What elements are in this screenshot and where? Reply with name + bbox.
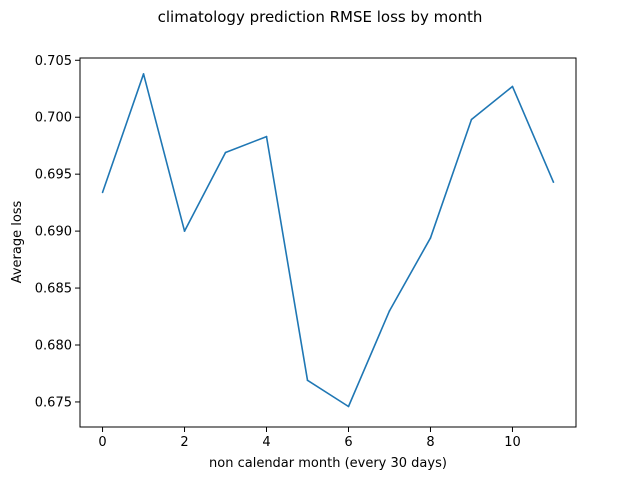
data-point — [142, 73, 145, 75]
x-tick-label: 2 — [180, 435, 188, 450]
data-point — [429, 237, 432, 239]
y-tick-label: 0.690 — [35, 225, 72, 240]
data-point — [183, 230, 186, 232]
data-point — [265, 135, 268, 138]
x-tick-label: 4 — [262, 435, 270, 450]
data-point — [101, 191, 104, 194]
series-layer — [101, 73, 555, 408]
data-point — [388, 310, 391, 312]
x-tick-label: 8 — [426, 435, 434, 450]
chart-title: climatology prediction RMSE loss by mont… — [158, 8, 483, 26]
y-axis-ticks: 0.675 0.680 0.685 0.690 0.695 0.700 0.705 — [35, 54, 80, 410]
data-point — [470, 118, 473, 121]
plot-area-frame — [79, 57, 577, 428]
x-tick-label: 6 — [344, 435, 352, 450]
y-tick-label: 0.685 — [35, 282, 72, 297]
y-tick-label: 0.700 — [35, 111, 72, 126]
y-tick-label: 0.675 — [35, 395, 72, 410]
x-tick-label: 10 — [504, 435, 521, 450]
y-tick-label: 0.695 — [35, 168, 72, 183]
data-point — [224, 151, 227, 154]
x-tick-label: 0 — [98, 435, 106, 450]
y-tick-label: 0.680 — [35, 339, 72, 354]
y-tick-label: 0.705 — [35, 54, 72, 69]
data-point — [347, 405, 350, 408]
series-line — [101, 73, 555, 408]
x-axis-label: non calendar month (every 30 days) — [209, 456, 447, 471]
data-point — [306, 379, 309, 382]
y-axis-label: Average loss — [10, 200, 25, 283]
data-point — [511, 85, 514, 88]
x-axis-ticks: 0 2 4 6 8 10 — [98, 427, 521, 450]
data-point — [552, 181, 555, 183]
